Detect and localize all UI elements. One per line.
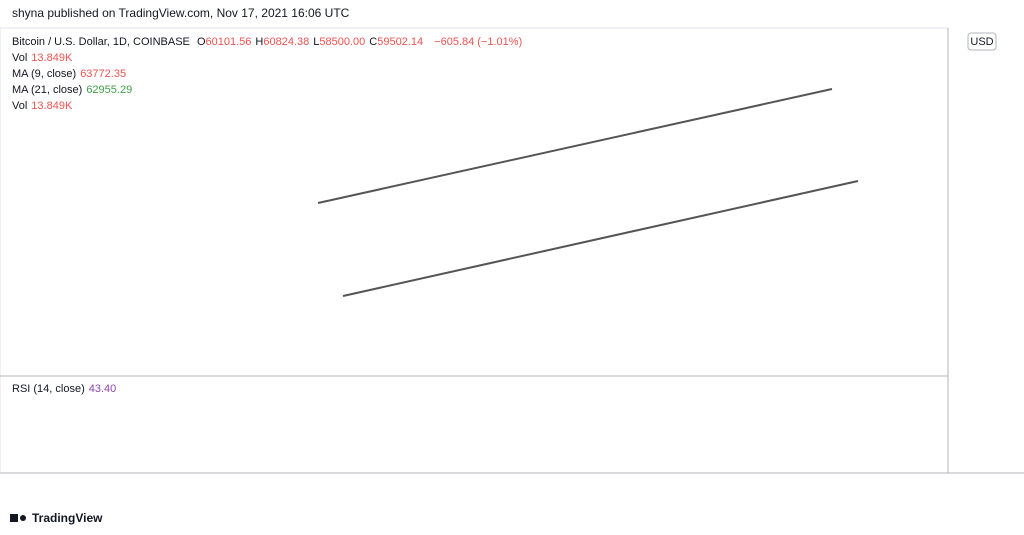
publisher: shyna published on TradingView.com, Nov …: [12, 6, 350, 20]
ma9-value: 63772.35: [80, 68, 127, 80]
rsi-name: RSI (14, close): [12, 383, 85, 395]
ma21-legend: MA (21, close) 62955.29: [12, 83, 136, 97]
vol-legend-2: Vol 13.849K: [12, 99, 76, 113]
vol-legend: Vol 13.849K: [12, 51, 76, 65]
rsi-value: 43.40: [88, 383, 117, 395]
vol-name: Vol: [12, 52, 28, 64]
vol-name: Vol: [12, 100, 28, 112]
quote-value: 60824.38: [263, 36, 310, 48]
quote-value: 60101.56: [205, 36, 252, 48]
ma21-value: 62955.29: [86, 84, 133, 96]
symbol: Bitcoin / U.S. Dollar, 1D, COINBASE: [12, 36, 190, 48]
channel-upper: [317, 88, 833, 204]
quote-key: L: [313, 36, 320, 48]
currency-box[interactable]: [967, 32, 997, 51]
ma9-legend: MA (9, close) 63772.35: [12, 67, 130, 81]
ma21-name: MA (21, close): [12, 84, 83, 96]
tv-logo: [10, 514, 26, 522]
quote-key: H: [255, 36, 264, 48]
quote-key: O: [196, 36, 206, 48]
quote-value: 59502.14: [377, 36, 424, 48]
quote-key: C: [369, 36, 378, 48]
footer-logo: TradingView: [32, 511, 103, 525]
rsi-legend: RSI (14, close) 43.40: [12, 382, 120, 396]
quote: O60101.56 H60824.38 L58500.00 C59502.14: [197, 36, 427, 48]
channel-lower: [342, 180, 859, 297]
change: −605.84 (−1.01%): [434, 36, 523, 48]
quote-value: 58500.00: [319, 36, 366, 48]
main-legend: Bitcoin / U.S. Dollar, 1D, COINBASE O601…: [12, 35, 526, 49]
currency: USD: [970, 36, 993, 48]
vol-value: 13.849K: [31, 100, 73, 112]
ma9-name: MA (9, close): [12, 68, 77, 80]
vol-value: 13.849K: [31, 52, 73, 64]
